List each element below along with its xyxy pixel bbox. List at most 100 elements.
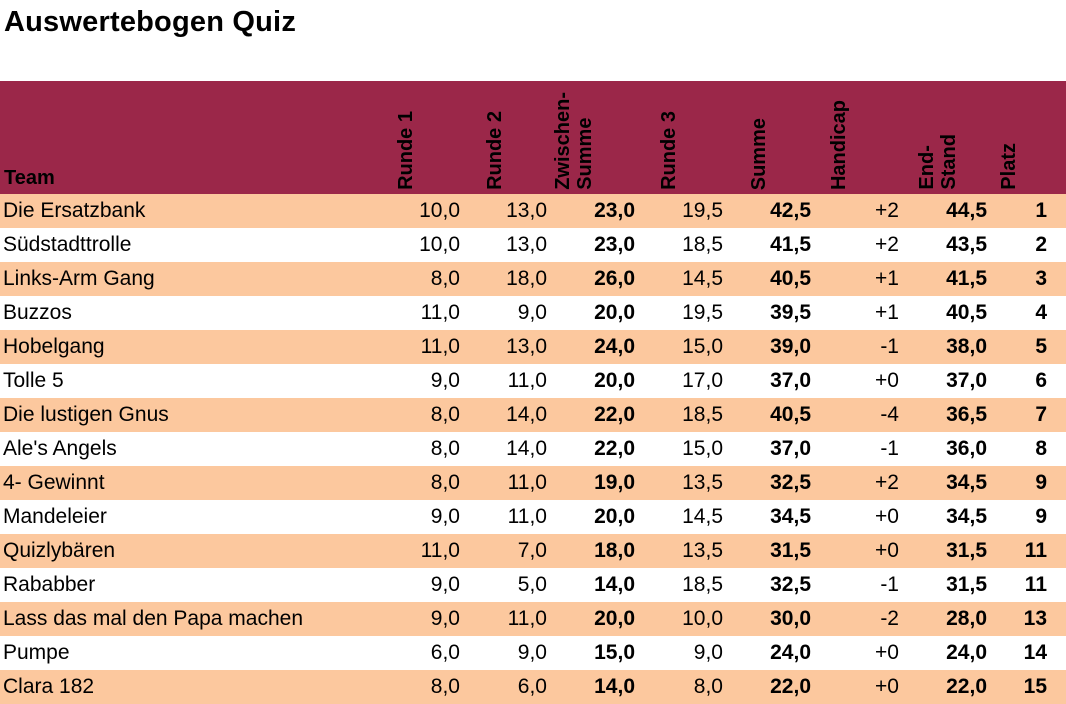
cell-runde-1: 10,0 — [419, 233, 460, 256]
cell-summe: 22,0 — [770, 675, 811, 698]
cell-zwischensumme: 14,0 — [594, 573, 635, 596]
cell-platz: 14 — [1023, 641, 1047, 664]
cell-handicap: -4 — [880, 403, 899, 426]
cell-summe: 24,0 — [770, 641, 811, 664]
header-runde-1: Runde 1 — [395, 111, 417, 190]
cell-zwischensumme: 14,0 — [594, 675, 635, 698]
cell-summe: 40,5 — [770, 403, 811, 426]
cell-endstand: 43,5 — [946, 233, 987, 256]
cell-platz: 8 — [1035, 437, 1047, 460]
cell-endstand: 37,0 — [946, 369, 987, 392]
cell-runde-1: 10,0 — [419, 199, 460, 222]
cell-zwischensumme: 22,0 — [594, 437, 635, 460]
table-row: Links-Arm Gang 8,0 18,0 26,0 14,5 40,5 +1 41,5 3 — [0, 262, 1066, 296]
cell-runde-2: 14,0 — [506, 403, 547, 426]
cell-summe: 39,5 — [770, 301, 811, 324]
table-row: Clara 182 8,0 6,0 14,0 8,0 22,0 +0 22,0 15 — [0, 670, 1066, 704]
cell-platz: 9 — [1035, 505, 1047, 528]
cell-runde-1: 8,0 — [430, 403, 460, 426]
cell-runde-2: 11,0 — [507, 607, 547, 630]
cell-runde-1: 8,0 — [430, 675, 460, 698]
table-row: Rababber 9,0 5,0 14,0 18,5 32,5 -1 31,5 11 — [0, 568, 1066, 602]
cell-runde-3: 17,0 — [682, 369, 723, 392]
cell-endstand: 36,0 — [946, 437, 987, 460]
cell-platz: 15 — [1023, 675, 1047, 698]
cell-team: Hobelgang — [3, 335, 105, 358]
cell-runde-1: 8,0 — [430, 267, 460, 290]
cell-summe: 41,5 — [770, 233, 811, 256]
cell-endstand: 31,5 — [946, 539, 987, 562]
cell-team: Mandeleier — [3, 505, 107, 528]
cell-runde-1: 11,0 — [420, 539, 460, 562]
table-row: Ale's Angels 8,0 14,0 22,0 15,0 37,0 -1 36,0 8 — [0, 432, 1066, 466]
table-row: Südstadttrolle 10,0 13,0 23,0 18,5 41,5 +2 43,5… — [0, 228, 1066, 262]
cell-runde-2: 6,0 — [517, 675, 547, 698]
cell-runde-3: 8,0 — [693, 675, 723, 698]
header-row: Team Runde 1 Runde 2 Zwischen- Summe Run… — [0, 81, 1066, 194]
cell-zwischensumme: 19,0 — [594, 471, 635, 494]
cell-runde-2: 13,0 — [506, 335, 547, 358]
cell-endstand: 40,5 — [946, 301, 987, 324]
cell-runde-1: 11,0 — [420, 301, 460, 324]
cell-runde-1: 9,0 — [430, 607, 460, 630]
table-row: Quizlybären 11,0 7,0 18,0 13,5 31,5 +0 31,5 11 — [0, 534, 1066, 568]
cell-runde-2: 14,0 — [506, 437, 547, 460]
cell-zwischensumme: 20,0 — [594, 301, 635, 324]
cell-runde-3: 13,5 — [682, 539, 723, 562]
cell-runde-3: 15,0 — [682, 437, 723, 460]
table-row: Mandeleier 9,0 11,0 20,0 14,5 34,5 +0 34,5 9 — [0, 500, 1066, 534]
cell-runde-2: 11,0 — [507, 471, 547, 494]
header-handicap: Handicap — [828, 99, 850, 190]
cell-runde-1: 8,0 — [430, 471, 460, 494]
table-row: Tolle 5 9,0 11,0 20,0 17,0 37,0 +0 37,0 6 — [0, 364, 1066, 398]
cell-runde-2: 13,0 — [506, 199, 547, 222]
table-row: Pumpe 6,0 9,0 15,0 9,0 24,0 +0 24,0 14 — [0, 636, 1066, 670]
cell-handicap: +0 — [875, 369, 899, 392]
cell-summe: 37,0 — [770, 437, 811, 460]
header-endstand: End- Stand — [916, 134, 960, 190]
cell-runde-2: 11,0 — [507, 369, 547, 392]
cell-endstand: 38,0 — [946, 335, 987, 358]
cell-summe: 31,5 — [770, 539, 811, 562]
cell-platz: 11 — [1024, 539, 1047, 562]
cell-zwischensumme: 15,0 — [594, 641, 635, 664]
cell-runde-1: 6,0 — [430, 641, 460, 664]
cell-platz: 6 — [1035, 369, 1047, 392]
cell-handicap: +0 — [875, 675, 899, 698]
cell-summe: 34,5 — [770, 505, 811, 528]
cell-team: Tolle 5 — [3, 369, 64, 392]
cell-runde-3: 14,5 — [682, 267, 723, 290]
cell-runde-3: 10,0 — [682, 607, 723, 630]
cell-handicap: +2 — [875, 471, 899, 494]
cell-runde-2: 11,0 — [507, 505, 547, 528]
cell-summe: 40,5 — [770, 267, 811, 290]
cell-platz: 13 — [1023, 607, 1047, 630]
cell-zwischensumme: 20,0 — [594, 505, 635, 528]
table-row: Lass das mal den Papa machen 9,0 11,0 20,0 1… — [0, 602, 1066, 636]
cell-endstand: 44,5 — [946, 199, 987, 222]
cell-handicap: +0 — [875, 505, 899, 528]
table-row: Die lustigen Gnus 8,0 14,0 22,0 18,5 40,5 -4 36… — [0, 398, 1066, 432]
cell-runde-1: 9,0 — [430, 505, 460, 528]
cell-zwischensumme: 23,0 — [594, 199, 635, 222]
cell-platz: 5 — [1035, 335, 1047, 358]
table-row: 4- Gewinnt 8,0 11,0 19,0 13,5 32,5 +2 34,5 9 — [0, 466, 1066, 500]
cell-platz: 7 — [1035, 403, 1047, 426]
table-row: Die Ersatzbank 10,0 13,0 23,0 19,5 42,5 +2 44,5… — [0, 194, 1066, 228]
cell-runde-1: 11,0 — [420, 335, 460, 358]
cell-handicap: +2 — [875, 233, 899, 256]
cell-zwischensumme: 18,0 — [594, 539, 635, 562]
cell-zwischensumme: 20,0 — [594, 607, 635, 630]
header-runde-2: Runde 2 — [484, 111, 506, 190]
cell-handicap: +0 — [875, 539, 899, 562]
cell-handicap: +1 — [875, 301, 899, 324]
cell-summe: 32,5 — [770, 471, 811, 494]
cell-runde-3: 18,5 — [682, 403, 723, 426]
cell-runde-1: 8,0 — [430, 437, 460, 460]
cell-team: Clara 182 — [3, 675, 95, 698]
cell-runde-2: 9,0 — [517, 641, 547, 664]
cell-zwischensumme: 20,0 — [594, 369, 635, 392]
cell-team: Die Ersatzbank — [3, 199, 146, 222]
cell-runde-3: 9,0 — [693, 641, 723, 664]
cell-handicap: +0 — [875, 641, 899, 664]
